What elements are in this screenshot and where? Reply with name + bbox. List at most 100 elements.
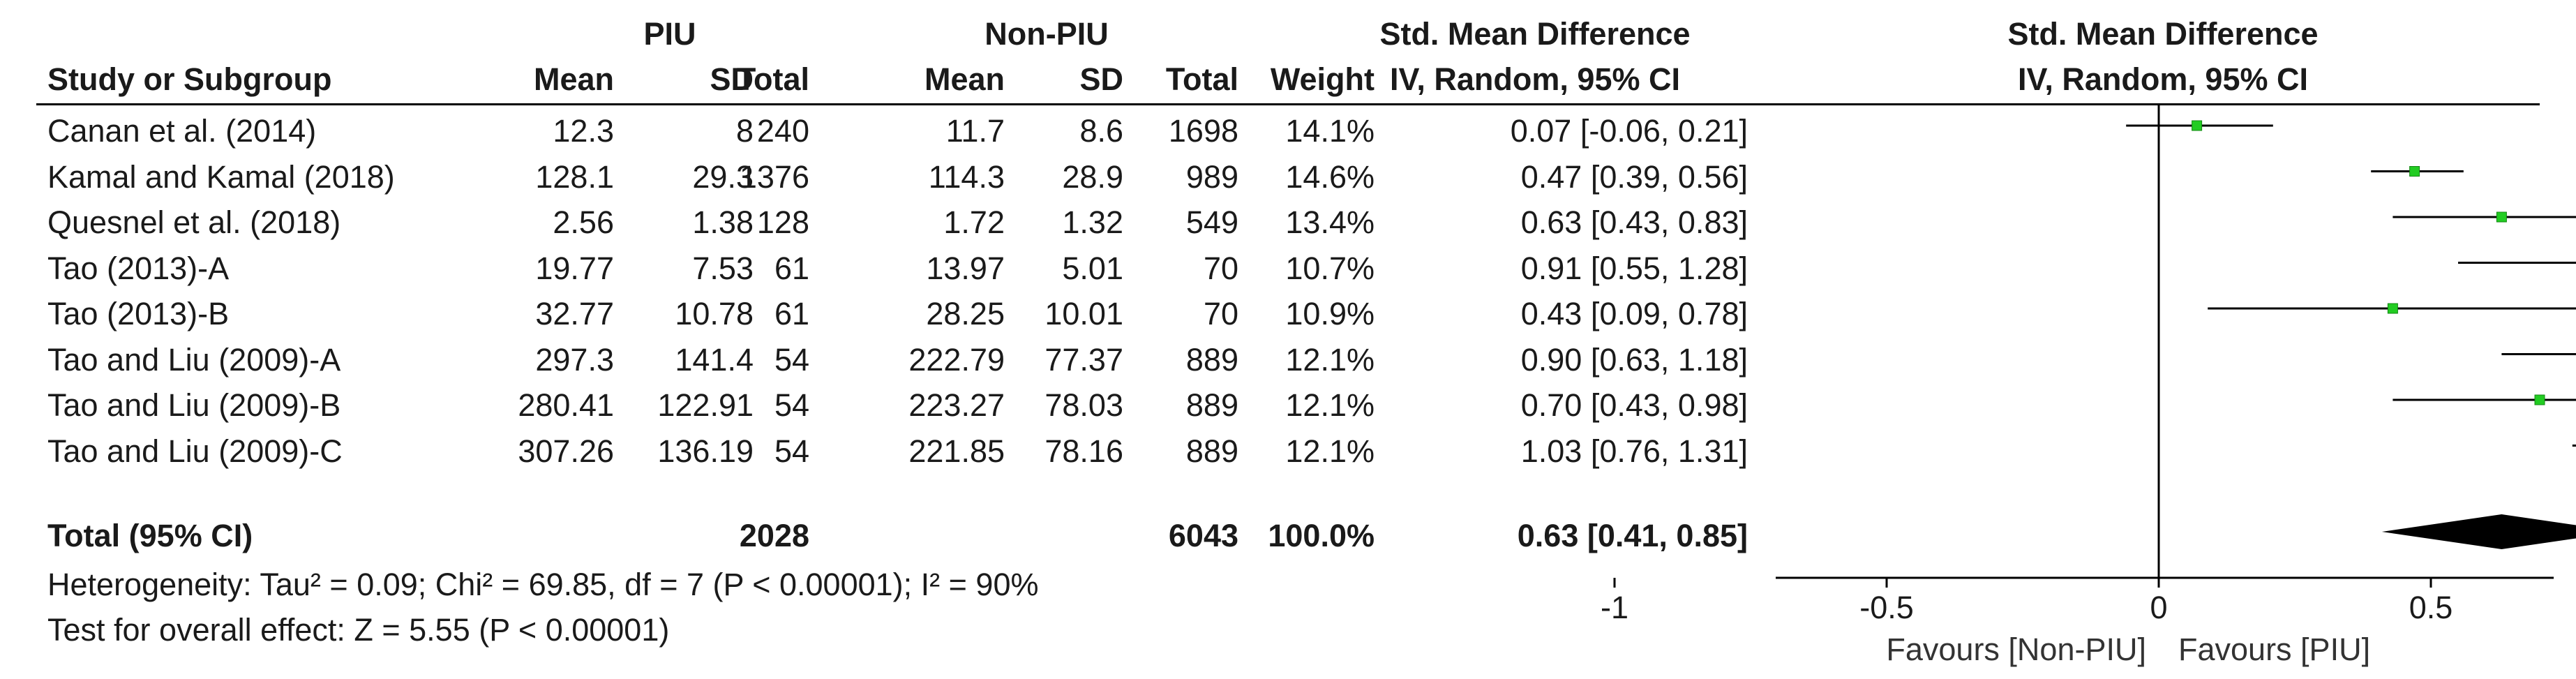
smd-ci: 0.07 [-0.06, 0.21] [1510,113,1748,149]
nonpiu-sd: 5.01 [1062,250,1123,286]
nonpiu-total: 889 [1185,387,1238,423]
total-ci: 0.63 [0.41, 0.85] [1517,518,1748,553]
nonpiu-mean-header: Mean [924,61,1005,97]
nonpiu-sd-header: SD [1079,61,1123,97]
weight: 12.1% [1285,341,1375,378]
piu-sd: 10.78 [675,296,754,331]
piu-total: 1376 [739,158,809,195]
study-name: Canan et al. (2014) [47,113,317,149]
nonpiu-mean: 13.97 [926,250,1005,286]
x-tick-label: 0.5 [2409,590,2453,625]
plot-method-header: IV, Random, 95% CI [2018,61,2308,97]
nonpiu-mean: 221.85 [908,433,1005,469]
nonpiu-total: 70 [1203,296,1238,331]
piu-total: 61 [774,296,809,331]
effect-marker [2534,394,2545,405]
study-name: Tao and Liu (2009)-B [47,387,341,423]
piu-total: 240 [756,113,809,149]
piu-mean: 307.26 [518,433,614,469]
weight-header: Weight [1270,61,1375,97]
total-label: Total (95% CI) [47,518,253,553]
plot-group-header: Std. Mean Difference [2007,16,2319,52]
nonpiu-total: 889 [1185,341,1238,378]
piu-mean: 32.77 [535,296,614,331]
effect-marker [2409,166,2420,177]
nonpiu-mean: 28.25 [926,296,1005,331]
nonpiu-total-header: Total [1165,61,1238,97]
piu-sd: 1.38 [692,204,754,240]
nonpiu-sd: 78.16 [1044,433,1123,469]
nonpiu-mean: 114.3 [928,158,1005,195]
weight: 10.9% [1285,296,1375,331]
study-name: Tao and Liu (2009)-A [47,341,341,378]
smd-ci: 0.63 [0.43, 0.83] [1520,204,1748,240]
nonpiu-mean: 222.79 [908,341,1005,378]
favours-left-label: Favours [Non-PIU] [1886,632,2146,667]
weight: 12.1% [1285,433,1375,469]
piu-total: 128 [756,204,809,240]
smd-ci: 1.03 [0.76, 1.31] [1520,433,1748,469]
nonpiu-total: 70 [1203,250,1238,286]
weight: 14.1% [1285,113,1375,149]
piu-mean-header: Mean [533,61,614,97]
smd-ci: 0.90 [0.63, 1.18] [1520,341,1748,378]
piu-sd-header: SD [710,61,754,97]
piu-total: 54 [774,387,809,423]
piu-group-header: PIU [643,16,696,52]
nonpiu-sd: 8.6 [1079,113,1123,149]
pooled-diamond [2381,514,2576,549]
favours-right-label: Favours [PIU] [2178,632,2370,667]
piu-sd: 29.3 [692,158,754,195]
study-name: Tao (2013)-A [47,250,230,286]
total-piu-n: 2028 [739,518,809,553]
effect-marker [2496,211,2507,223]
total-nonpiu-n: 6043 [1168,518,1238,553]
nonpiu-sd: 10.01 [1044,296,1123,331]
nonpiu-mean: 11.7 [945,113,1005,149]
total-weight: 100.0% [1268,518,1375,553]
header-rule [36,103,2540,105]
piu-total: 61 [774,250,809,286]
piu-mean: 128.1 [535,158,614,195]
nonpiu-total: 1698 [1168,113,1238,149]
nonpiu-sd: 78.03 [1044,387,1123,423]
smd-method-header: IV, Random, 95% CI [1390,61,1680,97]
piu-sd: 7.53 [692,250,754,286]
x-tick-label: -1 [1601,590,1628,625]
piu-mean: 280.41 [518,387,614,423]
x-tick-label: -0.5 [1859,590,1914,625]
nonpiu-mean: 223.27 [908,387,1005,423]
smd-ci: 0.70 [0.43, 0.98] [1520,387,1748,423]
smd-ci: 0.43 [0.09, 0.78] [1520,296,1748,331]
smd-ci: 0.47 [0.39, 0.56] [1520,158,1748,195]
piu-mean: 19.77 [535,250,614,286]
nonpiu-total: 549 [1185,204,1238,240]
nonpiu-sd: 28.9 [1062,158,1123,195]
study-name: Quesnel et al. (2018) [47,204,341,240]
overall-effect-text: Test for overall effect: Z = 5.55 (P < 0… [47,612,670,648]
nonpiu-mean: 1.72 [943,204,1005,240]
piu-mean: 2.56 [553,204,614,240]
piu-mean: 12.3 [553,113,614,149]
study-name: Kamal and Kamal (2018) [47,158,395,195]
piu-sd: 122.91 [657,387,754,423]
piu-mean: 297.3 [535,341,614,378]
effect-marker [2387,303,2398,314]
study-name: Tao and Liu (2009)-C [47,433,343,469]
piu-total-header: Total [736,61,809,97]
nonpiu-total: 889 [1185,433,1238,469]
piu-sd: 8 [735,113,754,149]
weight: 10.7% [1285,250,1375,286]
heterogeneity-text: Heterogeneity: Tau² = 0.09; Chi² = 69.85… [47,567,1039,602]
piu-total: 54 [774,341,809,378]
nonpiu-total: 989 [1185,158,1238,195]
smd-ci: 0.91 [0.55, 1.28] [1520,250,1748,286]
piu-sd: 141.4 [675,341,754,378]
smd-group-header: Std. Mean Difference [1379,16,1691,52]
weight: 12.1% [1285,387,1375,423]
nonpiu-sd: 1.32 [1062,204,1123,240]
effect-marker [2192,120,2203,131]
weight: 13.4% [1285,204,1375,240]
nonpiu-group-header: Non-PIU [984,16,1109,52]
